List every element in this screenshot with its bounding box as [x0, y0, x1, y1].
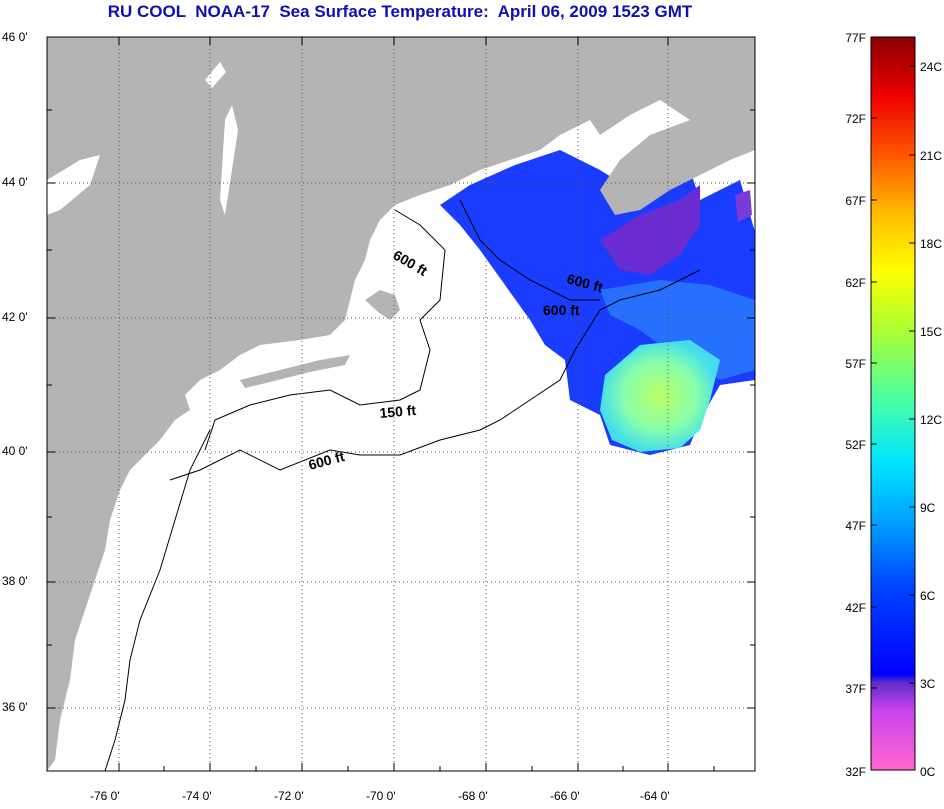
- land-long-island: [240, 355, 350, 388]
- contour-150ft: [204, 209, 446, 451]
- lat-tick-label: 42 0': [2, 310, 28, 324]
- map-frame: [46, 36, 756, 772]
- lat-tick-label: 44 0': [2, 175, 28, 189]
- colorbar-label-c: 18C: [920, 237, 943, 251]
- land-cape-cod: [365, 290, 400, 320]
- colorbar-label-f: 32F: [845, 765, 866, 779]
- contour-label: 150 ft: [379, 402, 417, 421]
- lon-tick-label: -72 0': [274, 789, 304, 803]
- contour-600ft-shelf: [104, 429, 211, 771]
- land-mainland: [47, 37, 755, 771]
- lat-tick-label: 40 0': [2, 444, 28, 458]
- axis-ticks: [47, 36, 755, 771]
- lon-tick-label: -74 0': [182, 789, 212, 803]
- lat-tick-label: 36 0': [2, 700, 28, 714]
- colorbar-label-f: 37F: [845, 682, 866, 696]
- colorbar-label-f: 62F: [845, 276, 866, 290]
- colorbar-label-f: 77F: [845, 31, 866, 45]
- lon-tick-label: -76 0': [90, 789, 120, 803]
- lake-ontario: [47, 155, 100, 215]
- colorbar-label-c: 9C: [920, 501, 936, 515]
- lon-tick-label: -66 0': [550, 789, 580, 803]
- colorbar-label-f: 72F: [845, 112, 866, 126]
- colorbar-label-f: 57F: [845, 357, 866, 371]
- lat-tick-label: 38 0': [2, 574, 28, 588]
- colorbar-label-c: 24C: [920, 60, 943, 74]
- sst-warm-core: [600, 340, 720, 452]
- lon-tick-label: -68 0': [458, 789, 488, 803]
- colorbar-label-c: 0C: [920, 765, 936, 779]
- colorbar-label-c: 3C: [920, 677, 936, 691]
- land-nova-scotia: [600, 120, 755, 215]
- contour-label: 600 ft: [543, 302, 580, 318]
- sst-purple-patch: [600, 185, 700, 275]
- lat-tick-label: 46 0': [2, 30, 28, 44]
- contour-600ft-gulf: [459, 199, 600, 301]
- colorbar-label-c: 6C: [920, 589, 936, 603]
- colorbar-label-f: 52F: [845, 438, 866, 452]
- contour-600ft: [169, 269, 701, 481]
- colorbar: [870, 36, 916, 771]
- sst-purple-east: [735, 190, 752, 222]
- colorbar-label-f: 47F: [845, 519, 866, 533]
- lon-tick-label: -64 0': [640, 789, 670, 803]
- colorbar-label-c: 21C: [920, 149, 943, 163]
- colorbar-label-c: 12C: [920, 413, 943, 427]
- colorbar-label-c: 15C: [920, 325, 943, 339]
- colorbar-label-f: 67F: [845, 194, 866, 208]
- lon-tick-label: -70 0': [366, 789, 396, 803]
- lake-champlain: [220, 105, 238, 215]
- map-title: RU COOL NOAA-17 Sea Surface Temperature:…: [107, 2, 693, 21]
- colorbar-label-f: 42F: [845, 601, 866, 615]
- sst-swath-mid: [600, 280, 755, 380]
- colorbar-ticks: [871, 36, 915, 689]
